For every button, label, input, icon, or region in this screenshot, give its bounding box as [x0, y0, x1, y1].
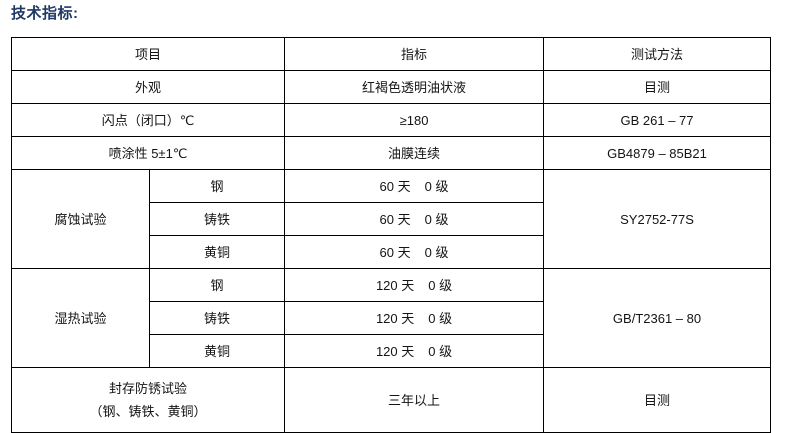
cell-indicator: ≥180 — [284, 103, 545, 137]
cell-subitem: 黄铜 — [148, 235, 286, 269]
cell-subitem: 铸铁 — [148, 202, 286, 236]
cell-method-group: SY2752-77S — [543, 169, 772, 269]
table-row: 闪点（闭口）℃ ≥180 GB 261 – 77 — [10, 103, 772, 137]
cell-item-group: 腐蚀试验 — [11, 169, 150, 269]
cell-method-group: GB/T2361 – 80 — [543, 268, 772, 368]
cell-item: 闪点（闭口）℃ — [10, 103, 286, 137]
cell-indicator: 油膜连续 — [284, 136, 545, 170]
cell-method: 目测 — [543, 367, 772, 433]
cell-indicator: 三年以上 — [284, 367, 545, 433]
cell-indicator-grade: 0 级 — [424, 178, 449, 194]
cell-subitem: 铸铁 — [148, 301, 286, 335]
cell-indicator-days: 120 天 — [375, 310, 415, 326]
cell-indicator-days: 60 天 — [379, 211, 411, 227]
cell-indicator-grade: 0 级 — [424, 211, 449, 227]
cell-subitem: 黄铜 — [148, 334, 286, 368]
cell-subitem: 钢 — [148, 169, 286, 203]
cell-indicator-grade: 0 级 — [428, 310, 453, 326]
cell-indicator-grade: 0 级 — [428, 277, 453, 293]
cell-indicator-days: 120 天 — [375, 277, 415, 293]
cell-subitem: 钢 — [148, 268, 286, 302]
table-row: 喷涂性 5±1℃ 油膜连续 GB4879 – 85B21 — [10, 136, 772, 170]
table-row: 外观 红褐色透明油状液 目测 — [10, 70, 772, 104]
cell-indicator: 60 天 0 级 — [284, 202, 545, 236]
cell-indicator-grade: 0 级 — [428, 343, 453, 359]
table-row: 黄铜 120 天 0 级 — [12, 334, 771, 368]
cell-indicator-days: 60 天 — [379, 178, 411, 194]
cell-method: 目测 — [543, 70, 772, 104]
table-row: 黄铜 60 天 0 级 — [12, 235, 771, 269]
table-row: 封存防锈试验 （钢、铸铁、黄铜） 三年以上 目测 — [10, 367, 772, 433]
cell-indicator-grade: 0 级 — [424, 244, 449, 260]
cell-indicator: 120 天 0 级 — [284, 268, 545, 302]
cell-indicator: 60 天 0 级 — [284, 169, 545, 203]
table-row: 湿热试验 钢 120 天 0 级 GB/T2361 – 80 — [11, 268, 772, 368]
cell-item-line1: 封存防锈试验 — [109, 381, 188, 396]
cell-indicator-days: 60 天 — [379, 244, 411, 260]
table-header-row: 项目 指标 测试方法 — [10, 37, 772, 71]
header-cell-item: 项目 — [10, 37, 286, 71]
header-cell-method: 测试方法 — [543, 37, 772, 71]
table-row: 铸铁 60 天 0 级 — [12, 202, 771, 236]
cell-indicator: 120 天 0 级 — [284, 334, 545, 368]
cell-indicator: 120 天 0 级 — [284, 301, 545, 335]
cell-item: 封存防锈试验 （钢、铸铁、黄铜） — [10, 367, 286, 433]
page-title: 技术指标: — [11, 5, 79, 22]
cell-item-line2: （钢、铸铁、黄铜） — [89, 404, 207, 419]
table-row: 腐蚀试验 钢 60 天 0 级 SY2752-77S — [11, 169, 772, 269]
cell-indicator: 60 天 0 级 — [284, 235, 545, 269]
cell-method: GB 261 – 77 — [543, 103, 772, 137]
cell-item: 外观 — [10, 70, 286, 104]
cell-item: 喷涂性 5±1℃ — [10, 136, 286, 170]
cell-method: GB4879 – 85B21 — [543, 136, 772, 170]
cell-indicator: 红褐色透明油状液 — [284, 70, 545, 104]
table-row: 铸铁 120 天 0 级 — [12, 301, 771, 335]
header-cell-indicator: 指标 — [284, 37, 545, 71]
specifications-table: 项目 指标 测试方法 外观 红褐色透明油状液 目测 闪点（闭口）℃ ≥180 G… — [10, 37, 772, 433]
specifications-table-container: 项目 指标 测试方法 外观 红褐色透明油状液 目测 闪点（闭口）℃ ≥180 G… — [10, 37, 772, 433]
cell-item-group: 湿热试验 — [11, 268, 150, 368]
cell-indicator-days: 120 天 — [375, 343, 415, 359]
